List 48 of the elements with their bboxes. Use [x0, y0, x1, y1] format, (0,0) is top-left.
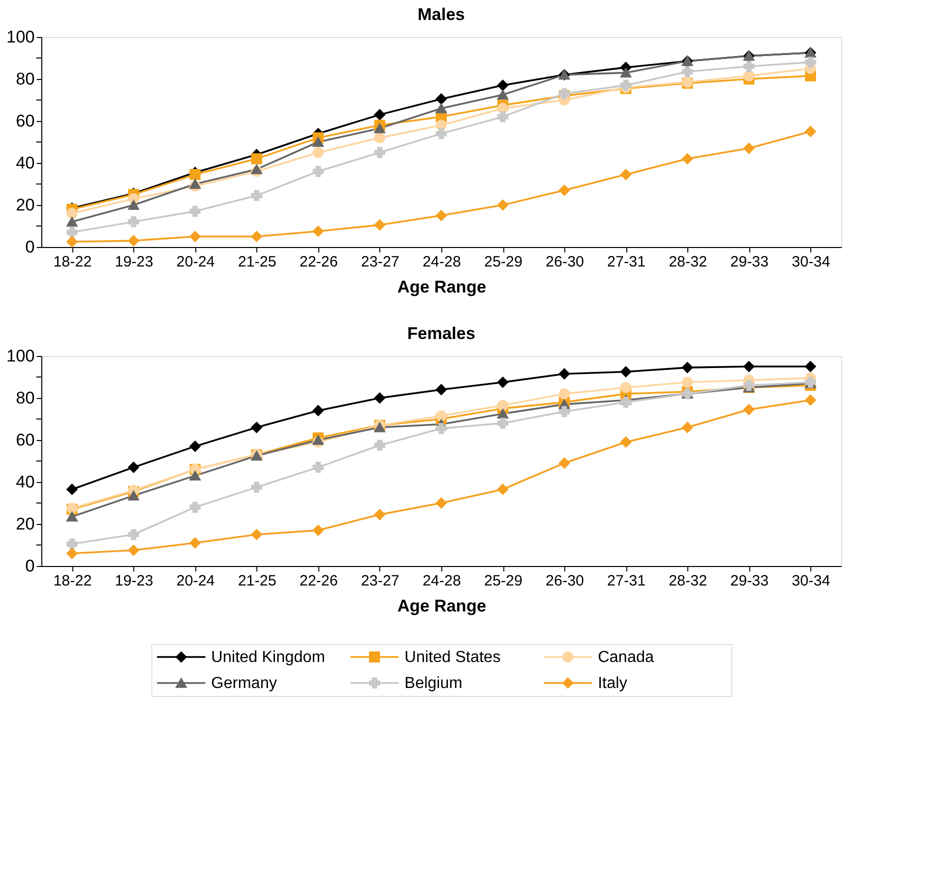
legend-label: Italy	[598, 675, 628, 692]
x-axis-title: Age Range	[397, 278, 486, 296]
y-tick-label: 0	[25, 556, 35, 576]
x-tick-label: 19-23	[114, 572, 154, 590]
y-tick-label: 0	[25, 238, 35, 256]
x-tick-label: 30-34	[792, 254, 830, 270]
y-tick-label: 20	[16, 196, 35, 214]
x-tick-label: 26-30	[546, 254, 584, 270]
x-tick-label: 28-32	[668, 254, 708, 270]
y-tick-label: 100	[6, 28, 35, 46]
y-tick-label: 60	[16, 112, 35, 130]
x-tick-label: 28-32	[668, 572, 708, 590]
x-tick-label: 27-31	[607, 572, 646, 590]
x-tick-label: 25-29	[484, 572, 522, 590]
x-tick-label: 29-33	[730, 254, 769, 270]
legend-label: Belgium	[404, 675, 462, 692]
y-tick-label: 100	[6, 346, 35, 366]
y-tick-label: 80	[16, 388, 35, 408]
x-tick-label: 24-28	[422, 572, 461, 590]
x-tick-label: 18-22	[53, 254, 92, 270]
y-tick-label: 60	[16, 430, 35, 450]
x-tick-label: 18-22	[53, 572, 92, 590]
x-tick-label: 30-34	[792, 572, 830, 590]
x-tick-label: 24-28	[422, 254, 461, 270]
x-tick-label: 25-29	[484, 254, 522, 270]
y-tick-label: 40	[16, 154, 35, 172]
legend-label: United States	[404, 649, 501, 666]
x-tick-label: 21-25	[238, 254, 276, 270]
x-tick-label: 20-24	[176, 572, 215, 590]
y-tick-label: 40	[16, 472, 35, 492]
chart-title: Females	[407, 324, 476, 343]
x-tick-label: 27-31	[607, 254, 646, 270]
x-tick-label: 29-33	[730, 572, 769, 590]
y-tick-label: 80	[16, 70, 35, 88]
x-tick-label: 21-25	[238, 572, 276, 590]
legend-label: Canada	[598, 649, 654, 666]
x-axis-title: Age Range	[397, 596, 486, 616]
chart-title: Males	[418, 5, 465, 24]
x-tick-label: 20-24	[176, 254, 215, 270]
x-tick-label: 19-23	[114, 254, 154, 270]
x-tick-label: 22-26	[299, 254, 338, 270]
legend-label: United Kingdom	[211, 649, 326, 666]
legend-label: Germany	[211, 675, 277, 692]
x-tick-label: 26-30	[546, 572, 584, 590]
x-tick-label: 22-26	[299, 572, 338, 590]
x-tick-label: 23-27	[361, 572, 400, 590]
x-tick-label: 23-27	[361, 254, 400, 270]
y-tick-label: 20	[16, 514, 35, 534]
